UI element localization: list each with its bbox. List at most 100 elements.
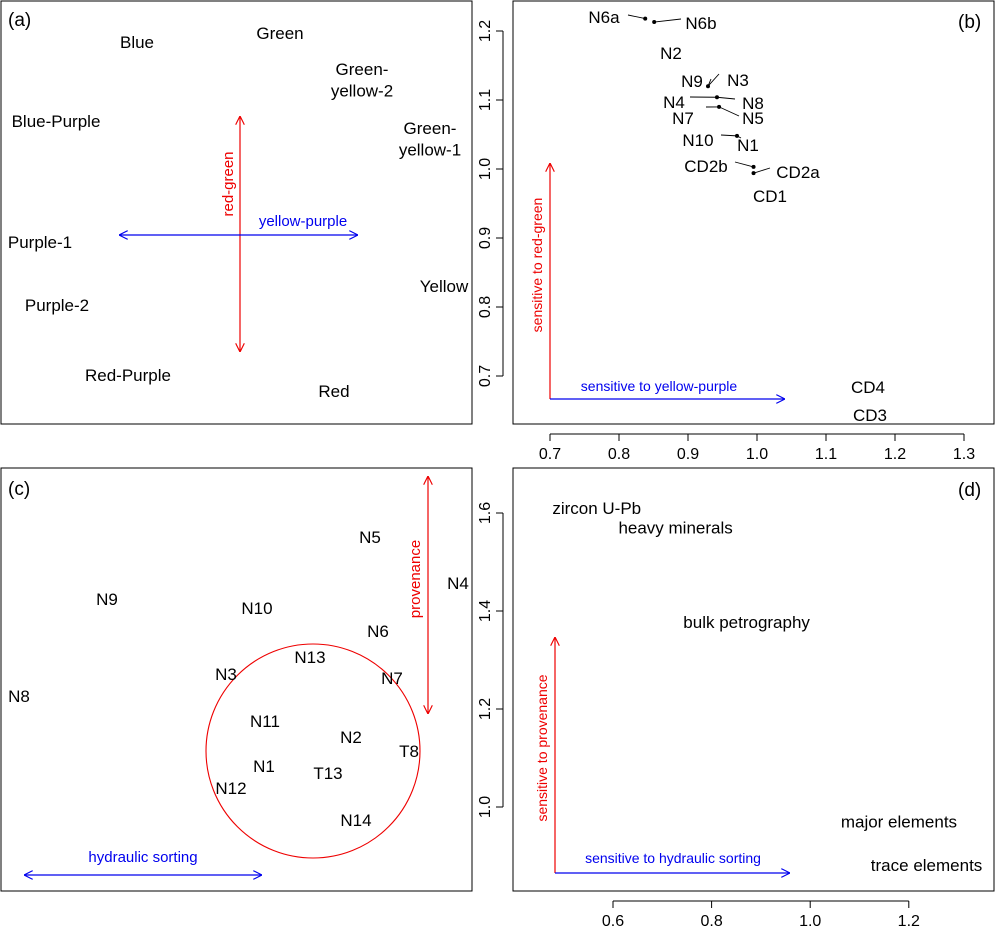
panel-b-label-n4: N4 [663, 93, 685, 112]
panel-b-label-n8: N8 [742, 94, 764, 113]
panel-b-label-cd1: CD1 [753, 187, 787, 206]
panel-b-x-tick-label: 1.0 [746, 446, 768, 463]
panel-c-hydraulic-sorting-arrow-label: hydraulic sorting [88, 849, 197, 866]
panel-b-leader-n3 [707, 73, 720, 87]
panel-d-hydraulic-sorting-arrow-label: sensitive to hydraulic sorting [585, 850, 761, 866]
panel-b-label-cd3: CD3 [853, 406, 887, 425]
panel-b-label-cd2a: CD2a [776, 163, 820, 182]
panel-d-frame [512, 467, 995, 892]
panel-d-y-tick-label: 1.6 [477, 502, 494, 524]
panel-d-y-tick-label: 1.2 [477, 698, 494, 720]
panel-d-label: (d) [958, 480, 981, 501]
panel-b-leader-n8 [716, 96, 736, 100]
panel-a-point-green: Green [256, 24, 303, 43]
panel-c: (c) provenance hydraulic sorting N5 N4 N9 N… [0, 467, 473, 892]
panel-b-label-n9: N9 [681, 72, 703, 91]
panel-b-label-n6b: N6b [685, 14, 716, 33]
panel-b-point-n4 [714, 95, 719, 100]
panel-b-point-n7 [717, 104, 722, 109]
panel-a-frame [0, 0, 473, 425]
panel-d-label-zircon-u-pb: zircon U-Pb [552, 499, 641, 518]
panel-a-label: (a) [8, 10, 31, 31]
panel-c-point-t8: T8 [399, 742, 419, 761]
panel-d-provenance-arrow-label: sensitive to provenance [534, 674, 550, 821]
panel-a-point-yellow: Yellow [420, 277, 469, 296]
panel-c-point-n6: N6 [367, 622, 389, 641]
panel-c-point-n1: N1 [253, 757, 275, 776]
panel-b-y-tick-label: 1.1 [477, 89, 494, 111]
panel-d-x-tick-label: 0.6 [602, 913, 624, 928]
panel-d-y-tick-label: 1.0 [477, 796, 494, 818]
panel-b-point-n6a [643, 16, 648, 21]
panel-b-x-tick-label: 1.1 [815, 446, 837, 463]
panel-c-provenance-arrow-label: provenance [407, 540, 424, 618]
panel-b-point-n10 [734, 133, 739, 138]
panel-b-label-n6a: N6a [588, 8, 620, 27]
panel-b-x-tick-label: 0.7 [539, 446, 561, 463]
panel-b-x-tick-label: 1.3 [953, 446, 975, 463]
panel-b-x-tick-label: 1.2 [884, 446, 906, 463]
panel-d-y-tick-label: 1.4 [477, 600, 494, 622]
panel-b-x-tick-label: 0.9 [677, 446, 699, 463]
panel-d: (d) 0.6 0.8 1.0 1.2 1.0 1.2 1.4 1.6 zircon U-Pb… [477, 467, 995, 928]
panel-c-frame [0, 467, 473, 892]
panel-b-x-tick-label: 0.8 [608, 446, 630, 463]
panel-c-cluster-circle [205, 643, 421, 859]
panel-b-y-tick-label: 0.9 [477, 227, 494, 249]
panel-c-point-n7: N7 [381, 669, 403, 688]
panel-d-x-tick-label: 1.0 [799, 913, 821, 928]
panel-b-y-tick-label: 1.2 [477, 20, 494, 42]
panel-b-frame [512, 0, 995, 425]
panel-c-point-t13: T13 [313, 764, 342, 783]
panel-b-label-cd4: CD4 [851, 378, 885, 397]
panel-b-leader-n10 [720, 134, 738, 137]
panel-b-point-n9 [706, 84, 711, 89]
panel-b-point-cd2b [751, 164, 756, 169]
panel-b-leader-n5 [718, 106, 740, 117]
panel-d-x-tick-label: 0.8 [700, 913, 722, 928]
panel-b-label-n2: N2 [660, 44, 682, 63]
panel-c-point-n8: N8 [8, 687, 30, 706]
panel-c-point-n3: N3 [215, 665, 237, 684]
panel-c-point-n14: N14 [340, 811, 371, 830]
panel-a-point-purple-1: Purple-1 [8, 233, 72, 252]
panel-c-point-n4: N4 [447, 574, 469, 593]
panel-c-point-n5: N5 [359, 528, 381, 547]
panel-c-label: (c) [8, 479, 30, 500]
panel-b-y-tick-label: 0.8 [477, 296, 494, 318]
panel-a-point-green-yellow-1: Green-yellow-1 [399, 119, 461, 159]
panel-a-red-green-arrow-label: red-green [220, 151, 237, 216]
panel-a-point-red: Red [318, 382, 349, 401]
panel-b-label-n1: N1 [737, 136, 759, 155]
panel-b-leader-n6a [627, 14, 646, 20]
panel-d-x-tick-label: 1.2 [898, 913, 920, 928]
panel-b-label-n7: N7 [672, 109, 694, 128]
panel-a-yellow-purple-arrow-label: yellow-purple [259, 213, 347, 230]
panel-b-point-cd2a [751, 171, 756, 176]
panel-b-leader-n6b [654, 18, 682, 23]
panel-a-point-green-yellow-2: Green-yellow-2 [331, 60, 393, 100]
panel-b-y-tick-label: 1.0 [477, 158, 494, 180]
panel-b-point-n6b [652, 20, 657, 25]
panel-b-label-n5: N5 [742, 109, 764, 128]
panel-b-red-green-arrow-label: sensitive to red-green [529, 198, 545, 333]
panel-a-point-blue-purple: Blue-Purple [12, 112, 101, 131]
panel-b-label-cd2b: CD2b [684, 157, 727, 176]
panel-c-point-n11: N11 [250, 712, 280, 731]
panel-c-point-n13: N13 [294, 648, 325, 667]
panel-b-label-n3: N3 [727, 71, 749, 90]
panel-c-point-n12: N12 [215, 779, 246, 798]
panel-a-point-blue: Blue [120, 33, 154, 52]
panel-d-label-major-elements: major elements [841, 813, 957, 832]
panel-d-label-bulk-petrography: bulk petrography [683, 613, 810, 632]
panel-b-label-n10: N10 [682, 131, 713, 150]
panel-b-leader-cd2a [753, 167, 771, 174]
panel-d-label-trace-elements: trace elements [871, 856, 983, 875]
panel-c-point-n10: N10 [241, 599, 272, 618]
panel-d-label-heavy-minerals: heavy minerals [618, 519, 732, 538]
panel-b-label: (b) [958, 12, 981, 33]
panel-b-y-tick-label: 0.7 [477, 365, 494, 387]
panel-b: (b) 0.7 0.8 0.9 1.0 1.1 1.2 1.3 0.7 0.8 0.9 1.0 1.1… [477, 0, 995, 463]
panel-b-leader-cd2b [734, 161, 754, 168]
